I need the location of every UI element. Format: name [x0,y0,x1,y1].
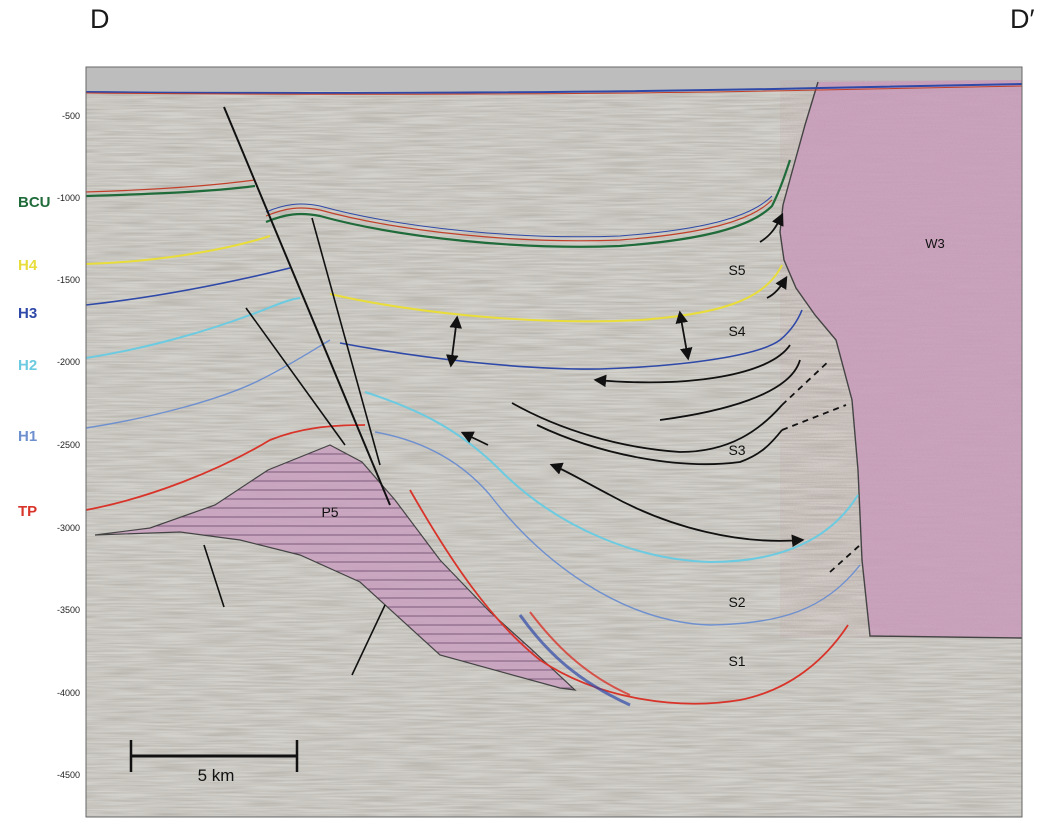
horizon-key-tp: TP [18,503,38,520]
h3-horizon-west [86,267,291,306]
scale-bar-label: 5 km [198,766,235,785]
horizon-key-h3: H3 [18,305,38,322]
interpretation-arrows [446,212,861,573]
secondary-fault [311,217,381,466]
crestal-fault [245,307,346,446]
h3-horizon-east [339,309,803,370]
tp-strong-reflector-red [529,611,631,696]
s3-reflector-lower-dashed [781,404,847,431]
s5-onlap-arrow-upper [759,212,784,243]
salt-pillow-p5-hatch [95,445,575,690]
depth-tick-label: -500 [61,111,80,121]
depth-tick-label: -4000 [56,688,80,698]
bcu-horizon-east [265,159,792,248]
s4-onlap-arrow [593,344,791,388]
depth-tick-label: -2000 [56,357,80,367]
sub-salt-fault-east [351,604,386,676]
h1-dashed-extension [829,544,861,573]
horizon-lines [86,83,1022,707]
salt-pillow-p5-outline [94,444,577,691]
sequence-label-s3: S3 [728,442,745,458]
seabed-reflector [86,85,1022,95]
h4-horizon-west [86,235,271,265]
tp-horizon-crest [86,424,366,511]
fault-lines [203,106,391,676]
salt-body-w3-texture [780,80,1022,638]
s4-thickness-arrow-east [675,310,693,361]
depth-tick-label: -1000 [56,193,80,203]
sub-salt-fault-west [203,544,225,608]
sequence-label-s2: S2 [728,594,745,610]
p5-label: P5 [321,504,338,520]
s3-arrow-crest [460,431,489,446]
horizon-key-h2: H2 [18,357,38,374]
sequence-label-s4: S4 [728,323,745,339]
horizon-key-h1: H1 [18,428,38,445]
bcu-reflector-east-upper [265,195,773,238]
scale-bar: 5 km [129,740,299,785]
section-end-label: D′ [1010,4,1035,34]
main-fault [223,106,391,506]
bcu-reflector-west [86,179,256,193]
depth-tick-label: -1500 [56,275,80,285]
sequence-label-s5: S5 [728,262,745,278]
horizon-key-bcu: BCU [18,194,51,211]
depth-tick-label: -3500 [56,605,80,615]
s2-growth-arrow [549,462,805,548]
seabed-horizon [86,83,1022,94]
depth-tick-label: -2500 [56,440,80,450]
sequence-label-s1: S1 [728,653,745,669]
depth-tick-label: -4500 [56,770,80,780]
w3-label: W3 [925,236,945,251]
h2-horizon-west [86,297,301,359]
s4-reflector-1 [659,359,801,421]
s3-reflector-upper [511,402,783,453]
bcu-reflector-east [265,199,773,242]
horizon-key-h4: H4 [18,257,38,274]
s4-thickness-arrow-west [446,315,462,368]
h1-horizon-east [374,431,861,626]
h4-horizon-east [329,264,783,323]
tp-horizon-basin [409,489,849,705]
panel-frame [85,66,1023,818]
bcu-horizon-west [86,184,256,198]
h1-horizon-west [86,339,331,429]
s5-onlap-arrow-lower [766,275,788,299]
tp-strong-reflector [518,614,631,707]
salt-body-w3-outline [779,81,1022,639]
section-start-label: D [90,4,110,34]
depth-tick-label: -3000 [56,523,80,533]
